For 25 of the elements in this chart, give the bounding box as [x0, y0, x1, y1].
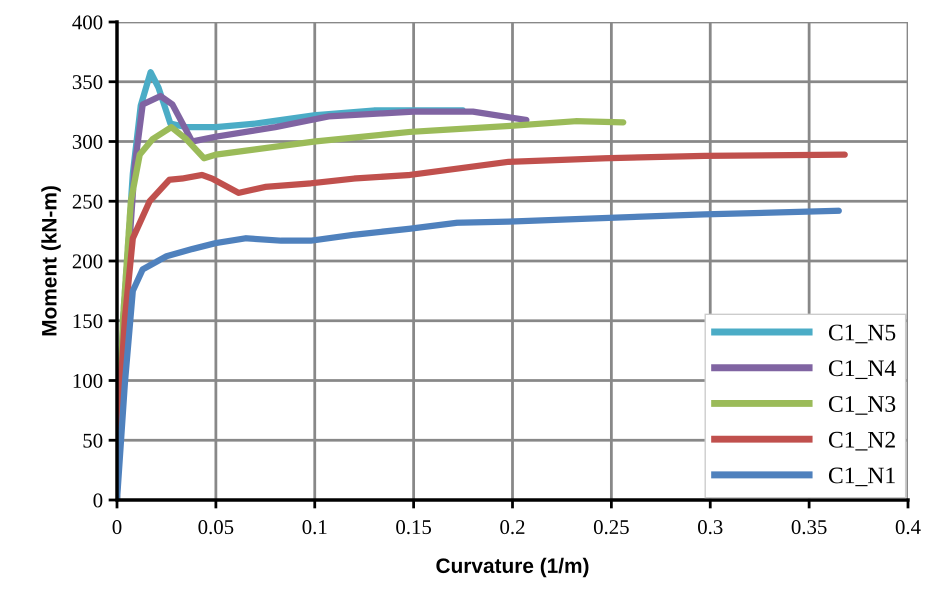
x-tick-label: 0.35	[792, 520, 827, 534]
y-tick-label: 100	[74, 374, 102, 388]
y-tick-label: 250	[72, 194, 102, 209]
y-tick-label: 200	[72, 254, 102, 268]
y-tick-label: 300	[72, 134, 102, 149]
y-tick-label: 400	[72, 15, 102, 30]
y-tick-label: 350	[72, 75, 102, 90]
legend-label: C1_N4	[828, 360, 896, 380]
y-axis-title: Moment (kN-m)	[41, 186, 61, 336]
y-tick-label: 0	[93, 493, 102, 508]
x-tick-label: 0.4	[896, 520, 921, 534]
x-tick-label: 0	[112, 520, 122, 534]
x-tick-label: 0.3	[698, 520, 722, 534]
legend-label: C1_N1	[828, 468, 895, 486]
y-tick-label: 50	[83, 434, 102, 448]
x-tick-label: 0.1	[302, 520, 327, 534]
x-tick-label: 0.05	[198, 520, 234, 534]
legend-label: C1_N5	[828, 324, 896, 344]
x-tick-label: 0.15	[396, 520, 432, 534]
legend-label: C1_N2	[828, 432, 895, 450]
y-tick-label: 150	[74, 314, 102, 328]
x-tick-label: 0.2	[500, 520, 524, 534]
x-axis-title: Curvature (1/m)	[436, 558, 588, 578]
legend-label: C1_N3	[828, 396, 896, 415]
x-tick-label: 0.25	[594, 520, 629, 534]
